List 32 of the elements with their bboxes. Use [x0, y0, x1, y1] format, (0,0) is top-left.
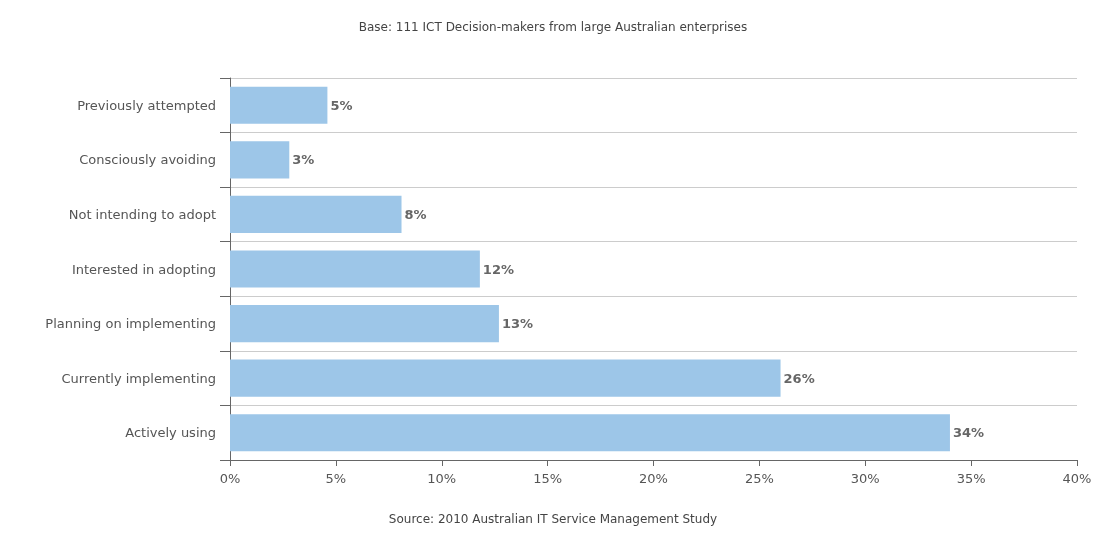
y-tick-label: Interested in adopting — [71, 261, 216, 277]
data-label: 3% — [292, 152, 315, 168]
x-tick-label: 40% — [1062, 471, 1092, 486]
bar — [230, 141, 290, 179]
data-label: 5% — [330, 97, 353, 113]
x-tick-label: 35% — [956, 471, 986, 486]
x-tick-label: 20% — [639, 471, 668, 486]
x-tick-label: 30% — [850, 471, 880, 486]
data-label: 26% — [783, 370, 815, 386]
bar — [230, 195, 402, 233]
y-tick-label: Previously attempted — [77, 97, 216, 113]
bar — [230, 359, 781, 397]
y-tick-label: Planning on implementing — [45, 316, 216, 332]
x-tick-label: 10% — [427, 471, 457, 486]
source-note: Source: 2010 Australian IT Service Management Study — [388, 512, 718, 526]
bar — [230, 305, 499, 343]
chart-title: Base: 111 ICT Decision-makers from large Australian enterprises — [358, 20, 748, 34]
y-tick-label: Currently implementing — [61, 370, 216, 386]
x-tick-label: 5% — [325, 471, 347, 486]
bar — [230, 414, 950, 452]
x-tick-label: 0% — [219, 471, 241, 486]
bar — [230, 250, 480, 288]
x-tick-label: 15% — [533, 471, 563, 486]
data-label: 8% — [404, 206, 427, 222]
y-tick-label: Actively using — [125, 425, 216, 441]
data-label: 13% — [501, 316, 534, 332]
y-tick-label: Consciously avoiding — [79, 152, 216, 168]
y-tick-label: Not intending to adopt — [68, 206, 216, 222]
data-label: 34% — [952, 425, 985, 441]
bar — [230, 86, 328, 124]
x-tick-label: 25% — [744, 471, 774, 486]
data-label: 12% — [482, 261, 514, 277]
